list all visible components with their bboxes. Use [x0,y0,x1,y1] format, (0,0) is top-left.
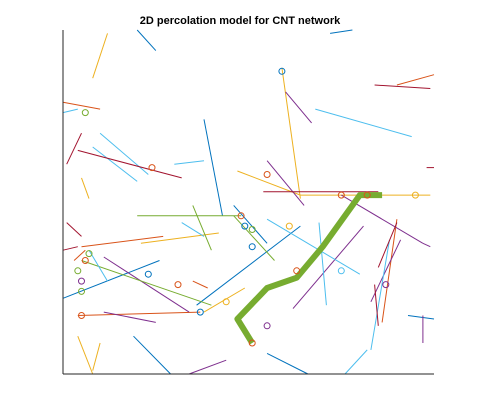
cnt-segment [370,239,402,303]
cnt-segment [140,232,219,244]
cnt-segment [88,249,108,282]
intersection-marker [337,267,345,275]
cnt-segment [203,119,223,216]
intersection-marker [81,109,89,117]
cnt-segment [136,29,157,51]
intersection-marker [248,226,256,233]
intersection-marker [337,191,345,199]
cnt-segment [62,108,78,114]
cnt-segment [103,311,156,323]
cnt-segment [377,222,398,268]
intersection-marker [78,277,85,285]
cnt-segment [292,225,364,309]
intersection-marker [144,270,152,278]
intersection-marker [174,281,182,289]
cnt-segment [396,74,435,86]
intersection-marker [278,67,286,75]
intersection-marker [263,171,271,178]
intersection-marker [78,312,85,319]
cnt-segment [77,311,201,316]
cnt-segment [192,280,208,289]
cnt-segment [81,177,90,199]
cnt-segment [285,91,312,124]
cnt-segment [174,160,205,165]
cnt-segment [344,349,368,375]
cnt-segment [92,342,101,371]
cnt-segment [81,260,212,306]
percolation-path [234,192,383,345]
cnt-segments [62,29,435,375]
cnt-segment [73,249,86,261]
cnt-segment [233,215,275,261]
cnt-segment [103,256,190,313]
cnt-segment [233,205,268,244]
cnt-segment [407,315,435,320]
cnt-segment [370,239,390,350]
intersection-marker [248,243,256,251]
cnt-segment [66,132,82,165]
cnt-segment [315,108,412,138]
cnt-segment [99,132,149,175]
cnt-segment [81,235,164,248]
cnt-segment [203,287,246,313]
cnt-segment [318,222,327,306]
intersection-marker [78,287,85,295]
cnt-segment [62,246,78,251]
cnt-segment [266,352,309,375]
cnt-segment [266,218,361,275]
intersection-marker [237,212,245,220]
intersection-marker [81,257,89,264]
intersection-marker [248,339,256,347]
cnt-segment [188,359,227,375]
intersection-marker [411,191,419,199]
intersection-marker [222,298,230,306]
cnt-segment [92,146,138,182]
plot-area [62,29,435,375]
cnt-segment [62,260,160,299]
intersection-marker [85,250,93,258]
intersection-marker [293,267,301,275]
cnt-segment [266,160,305,206]
percolation-path-line [234,192,383,345]
chart-title: 2D percolation model for CNT network [140,15,341,27]
intersection-markers [74,67,419,347]
cnt-segment [181,222,205,237]
cnt-segment [381,219,398,323]
cnt-segment [330,29,353,34]
cnt-segment [374,284,379,326]
intersection-marker [363,191,371,199]
cnt-segment [77,149,182,179]
cnt-segment [422,242,431,248]
cnt-segment [374,84,431,89]
cnt-segment [196,225,301,306]
intersection-marker [74,267,82,275]
cnt-segment [133,335,171,375]
cnt-segment [237,170,301,196]
intersection-marker [196,308,204,316]
intersection-marker [241,222,249,230]
cnt-segment [192,205,212,251]
intersection-marker [148,164,156,172]
cnt-segment [62,101,101,110]
cnt-segment [92,33,108,79]
cnt-segment [281,67,301,199]
cnt-segment [66,222,82,237]
cnt-segment [77,336,94,375]
intersection-marker [285,222,293,230]
intersection-marker [263,322,271,330]
intersection-marker [382,281,390,289]
